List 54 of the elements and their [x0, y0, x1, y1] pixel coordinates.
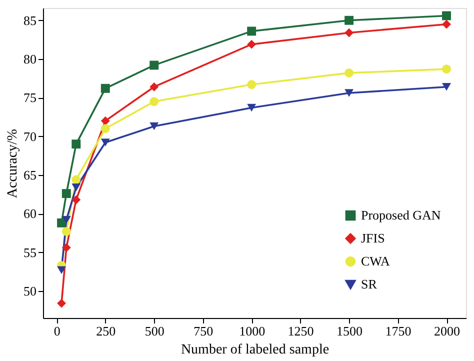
x-tick-label: 500	[144, 324, 164, 338]
point	[62, 216, 71, 224]
y-tick-label: 85	[24, 12, 36, 28]
point	[57, 266, 66, 274]
legend-label: JFIS	[361, 230, 385, 246]
point	[150, 60, 159, 70]
x-tick-label: 2000	[434, 324, 460, 338]
point	[247, 104, 256, 112]
point	[72, 195, 81, 204]
point	[442, 82, 451, 91]
legend-label: Proposed GAN	[361, 208, 442, 222]
point	[247, 40, 256, 49]
point	[150, 122, 159, 130]
point	[62, 189, 71, 198]
y-tick-label: 65	[24, 167, 36, 182]
y-tick-label: 55	[24, 244, 36, 260]
point	[150, 97, 159, 106]
legend-label: CWA	[361, 254, 390, 268]
point	[57, 218, 66, 228]
y-tick-label: 80	[24, 52, 36, 67]
point	[72, 140, 81, 149]
y-tick-label: 75	[24, 90, 36, 106]
point	[100, 116, 110, 126]
x-tick-label: 1000	[239, 324, 266, 338]
point	[247, 80, 256, 89]
x-tick-label: 1500	[336, 324, 363, 338]
point	[100, 84, 110, 93]
point	[442, 20, 451, 29]
y-axis-title: Accuracy/%	[6, 128, 20, 198]
point	[150, 82, 159, 92]
point	[100, 138, 110, 146]
point	[442, 11, 451, 20]
x-tick-label: 250	[96, 324, 116, 338]
y-tick-label: 60	[24, 206, 36, 222]
point	[72, 175, 81, 184]
y-tick-label: 50	[24, 283, 36, 298]
point	[344, 28, 354, 38]
y-tick-label: 70	[24, 128, 36, 144]
point	[344, 16, 354, 25]
point	[344, 68, 354, 78]
point	[62, 226, 71, 236]
point	[62, 243, 71, 252]
x-tick-label: 750	[194, 324, 214, 338]
point	[344, 89, 354, 97]
x-tick-label: 1250	[288, 324, 314, 338]
x-axis-title: Number of labeled sample	[180, 342, 330, 358]
legend-label: SR	[361, 276, 378, 292]
x-tick-label: 0	[54, 324, 60, 338]
point	[247, 26, 256, 36]
x-tick-label: 1750	[385, 324, 412, 338]
point	[57, 298, 66, 308]
point	[442, 64, 451, 74]
point	[72, 183, 81, 192]
point	[100, 124, 110, 134]
